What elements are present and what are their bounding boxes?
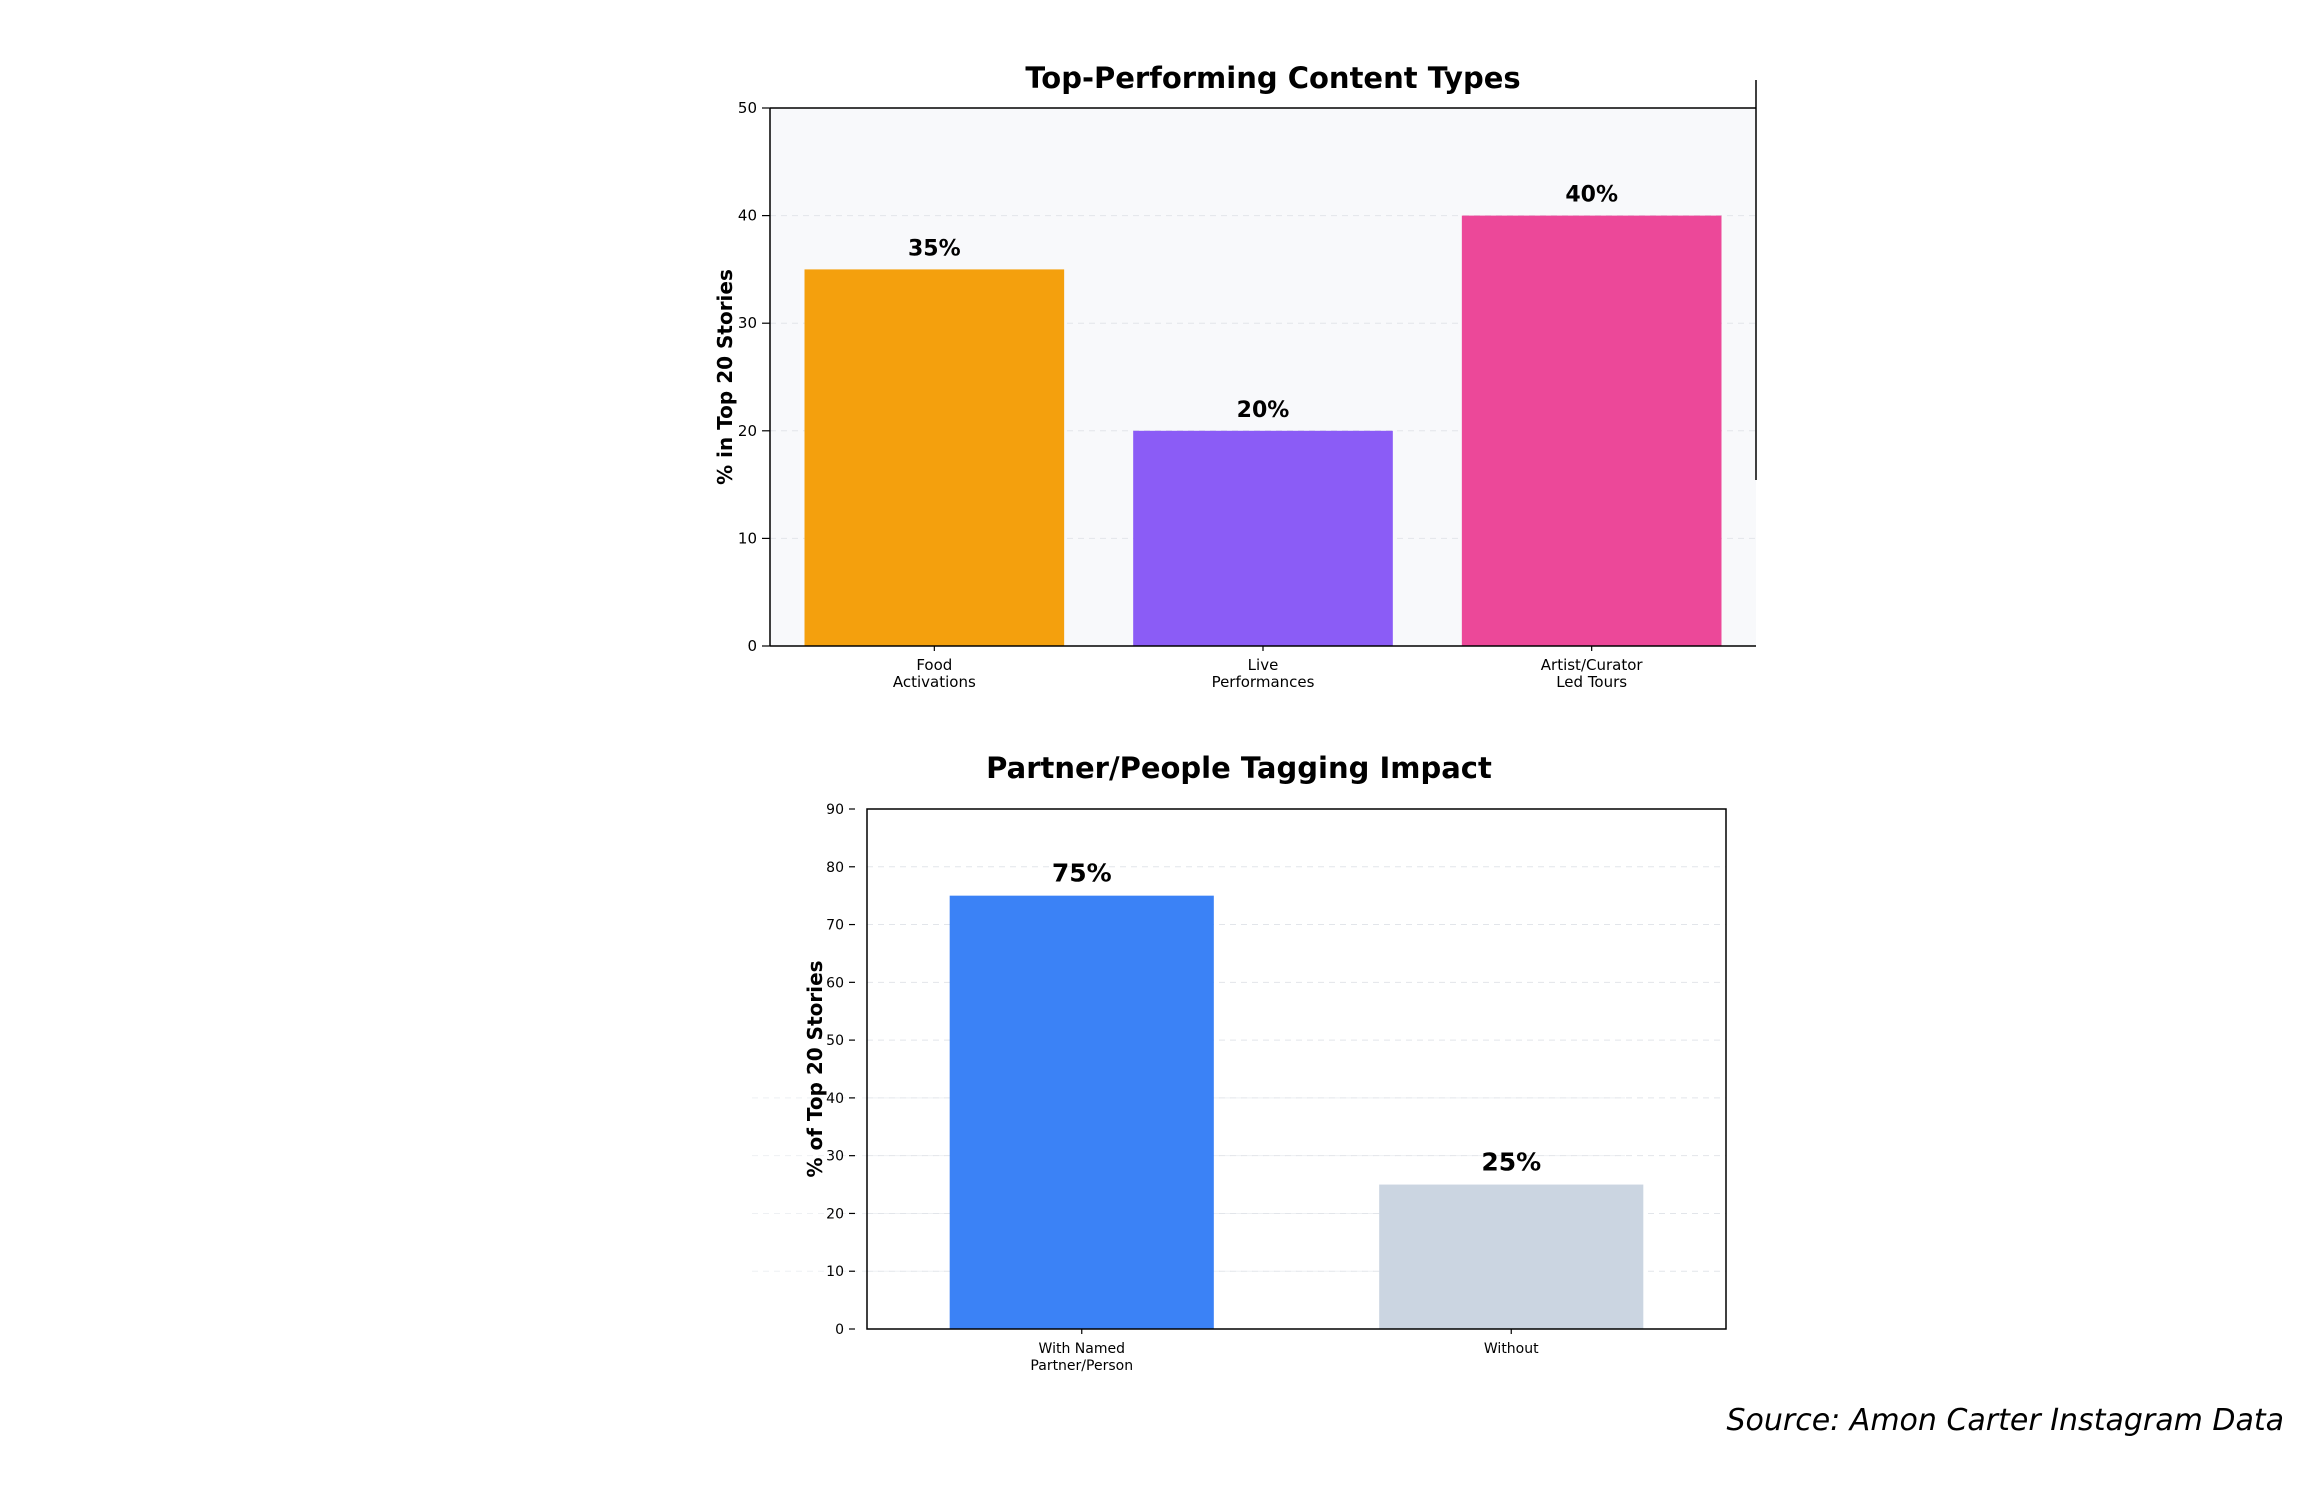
y-tick-label: 40 (826, 1091, 844, 1107)
source-caption: Source: Amon Carter Instagram Data (1726, 1403, 2284, 1438)
chart2-plot-frame (866, 808, 1727, 1330)
bar (949, 895, 1214, 1329)
chart2-data-labels: 75% 25% (1052, 859, 1541, 1177)
chart1-data-labels: 35% 20% 40% (908, 183, 1618, 423)
y-tick-label: 10 (826, 1264, 844, 1280)
bar (1461, 215, 1722, 646)
bar (1379, 1184, 1644, 1329)
y-tick-label: 0 (835, 1322, 844, 1338)
chart2-title: Partner/People Tagging Impact (986, 751, 1492, 785)
y-tick-label: 60 (826, 975, 844, 991)
y-tick-label: 90 (826, 802, 844, 818)
chart1-y-ticks: 0 10 20 30 40 50 (738, 99, 770, 655)
x-tick-label: Performances (1212, 673, 1315, 691)
chart2-y-ticks: 0 10 20 30 40 50 60 70 80 90 (826, 802, 855, 1338)
x-tick-label: Live (1248, 656, 1279, 674)
bar (1133, 430, 1393, 646)
y-tick-label: 0 (747, 637, 757, 655)
x-tick-label: Artist/Curator (1541, 656, 1644, 674)
data-label: 35% (908, 236, 961, 261)
y-tick-label: 30 (738, 314, 757, 332)
x-tick-label: Food (916, 656, 952, 674)
y-tick-label: 40 (738, 207, 757, 225)
chart2-y-axis-label: % of Top 20 Stories (803, 960, 827, 1177)
data-label: 25% (1481, 1148, 1541, 1177)
y-tick-label: 20 (826, 1206, 844, 1222)
chart1-title: Top-Performing Content Types (1025, 61, 1520, 95)
data-label: 75% (1052, 859, 1112, 888)
y-tick-label: 70 (826, 918, 844, 934)
x-tick-label: Partner/Person (1030, 1358, 1133, 1374)
chart1-bars (804, 215, 1722, 646)
chart2-bars (949, 895, 1644, 1329)
data-label: 20% (1237, 398, 1290, 423)
y-tick-label: 80 (826, 860, 844, 876)
y-tick-label: 30 (826, 1149, 844, 1165)
data-label: 40% (1565, 183, 1618, 208)
y-tick-label: 10 (738, 529, 757, 547)
chart1-y-axis-label: % in Top 20 Stories (713, 269, 737, 485)
bar (804, 269, 1065, 646)
x-tick-label: Activations (893, 673, 976, 691)
y-tick-label: 20 (738, 422, 757, 440)
y-tick-label: 50 (738, 99, 757, 117)
x-tick-label: With Named (1039, 1341, 1125, 1357)
y-tick-label: 50 (826, 1033, 844, 1049)
x-tick-label: Led Tours (1556, 673, 1627, 691)
x-tick-label: Without (1484, 1341, 1539, 1357)
